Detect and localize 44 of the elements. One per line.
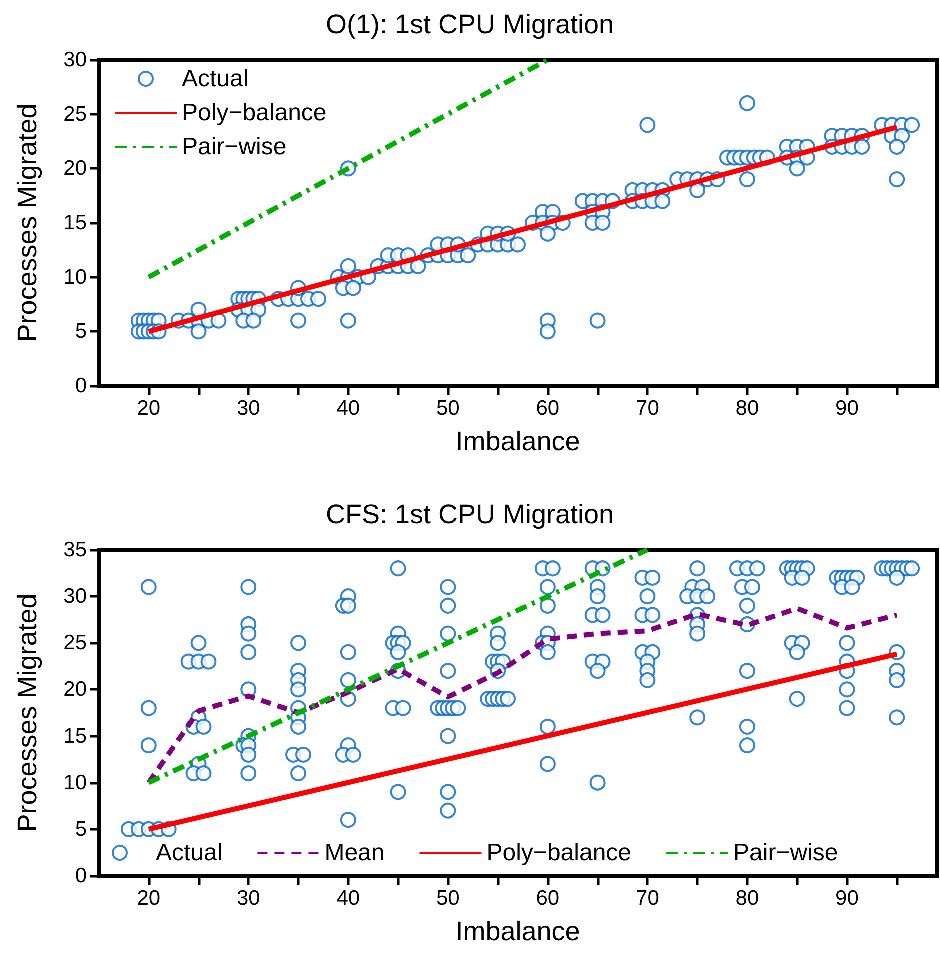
x-axis-title: Imbalance [456, 916, 580, 946]
y-tick-label: 25 [64, 102, 87, 126]
y-tick-label: 35 [64, 538, 87, 562]
y-tick-label: 0 [75, 374, 87, 398]
y-axis-title: Processes Migrated [12, 594, 42, 832]
y-tick-label: 30 [64, 48, 87, 72]
legend-label: Mean [324, 840, 385, 866]
x-tick-label: 70 [636, 887, 660, 910]
y-tick-label: 30 [64, 585, 87, 608]
y-tick-label: 0 [75, 864, 87, 888]
legend-label: Poly−balance [486, 840, 632, 866]
x-tick-label: 30 [236, 887, 260, 910]
legend-label: Pair−wise [734, 840, 838, 866]
y-tick-label: 10 [64, 771, 87, 794]
y-tick-label: 5 [75, 320, 87, 344]
x-tick-label: 40 [336, 397, 360, 420]
y-axis-title: Processes Migrated [12, 104, 42, 342]
x-tick-label: 60 [536, 397, 560, 420]
x-tick-label: 40 [336, 887, 360, 910]
x-tick-label: 30 [236, 397, 260, 420]
y-tick-label: 20 [64, 678, 87, 702]
x-tick-label: 50 [436, 397, 460, 420]
x-tick-label: 80 [736, 887, 760, 910]
y-tick-label: 10 [64, 266, 87, 289]
x-axis-title: Imbalance [456, 426, 580, 456]
legend-label: Pair−wise [182, 134, 287, 160]
x-tick-label: 70 [636, 397, 660, 420]
y-tick-label: 15 [64, 724, 87, 748]
legend-label: Poly−balance [182, 100, 327, 126]
x-tick-label: 90 [836, 887, 859, 910]
chart-title: O(1): 1st CPU Migration [326, 10, 614, 40]
x-tick-label: 20 [137, 887, 161, 910]
chart-title: CFS: 1st CPU Migration [326, 500, 614, 530]
x-tick-label: 60 [536, 887, 560, 910]
y-tick-label: 5 [75, 818, 87, 841]
y-tick-label: 15 [64, 212, 87, 234]
y-tick-label: 20 [64, 157, 87, 180]
x-tick-label: 20 [137, 397, 161, 420]
x-tick-label: 50 [436, 887, 460, 910]
legend-label: Actual [156, 840, 223, 866]
legend-label: Actual [182, 66, 249, 92]
y-tick-label: 25 [64, 632, 87, 655]
x-tick-label: 90 [836, 397, 859, 420]
x-tick-label: 80 [736, 397, 760, 420]
